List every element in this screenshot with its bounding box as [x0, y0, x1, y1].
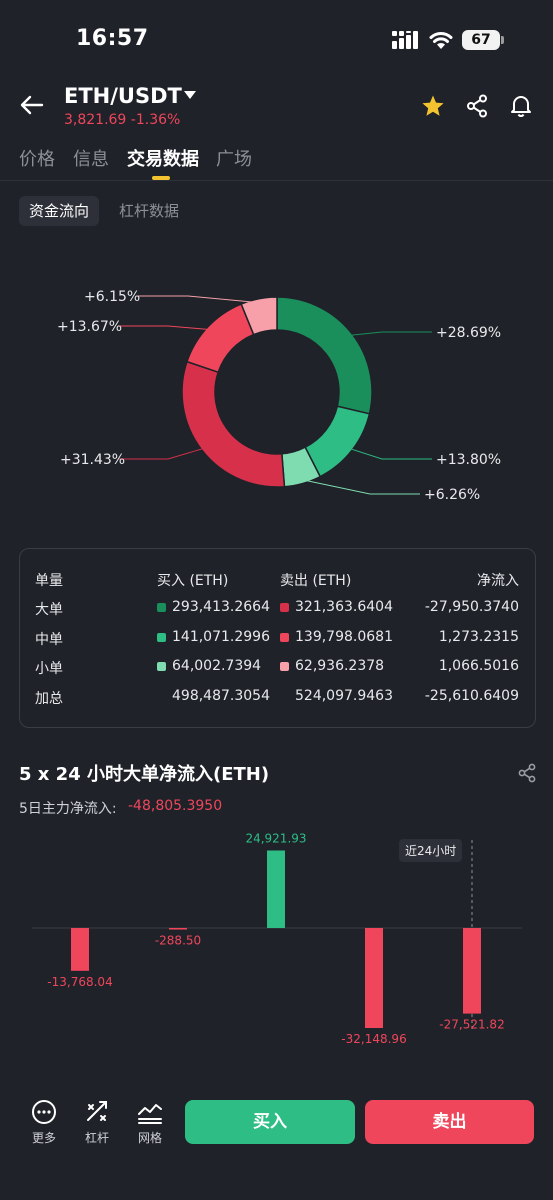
buy-color-dot — [157, 633, 166, 642]
fund-flow-donut-chart — [118, 295, 432, 495]
notification-bell-icon[interactable] — [509, 93, 533, 117]
bar-2 — [267, 850, 285, 928]
grid-trading-label[interactable]: 网格 — [137, 1131, 162, 1145]
buy-color-dot — [157, 662, 166, 671]
donut-label-small-sell: +6.15% — [84, 289, 141, 305]
signal-icon — [392, 31, 418, 49]
five-day-net-inflow-value: -48,805.3950 — [128, 798, 223, 814]
donut-segment-medium-sell — [186, 303, 255, 374]
buy-color-dot — [157, 603, 166, 612]
wifi-icon — [429, 32, 453, 49]
donut-segment-small-sell — [240, 296, 278, 336]
section-title: 5 x 24 小时大单净流入(ETH) — [19, 764, 270, 785]
table-row-small-sell: 62,936.2378 — [295, 658, 385, 674]
donut-leader-medium-buy — [348, 447, 432, 460]
sell-color-dot — [280, 603, 289, 612]
table-row-total-size: 加总 — [35, 691, 63, 707]
col-header-buy: 买入 (ETH) — [157, 573, 229, 589]
active-tab-indicator — [152, 176, 170, 180]
leverage-label[interactable]: 杠杆 — [84, 1131, 109, 1145]
col-header-size: 单量 — [35, 573, 63, 589]
bar-value-label-2: 24,921.93 — [245, 831, 306, 845]
price-change-percent: -1.36% — [130, 112, 181, 128]
tab-square[interactable]: 广场 — [216, 149, 252, 170]
pair-dropdown-caret-icon[interactable] — [184, 91, 196, 99]
table-row-large-net: -27,950.3740 — [424, 599, 519, 615]
bar-4 — [463, 928, 481, 1014]
table-row-medium-sell: 139,798.0681 — [295, 629, 393, 645]
table-row-medium-net: 1,273.2315 — [438, 629, 519, 645]
last-price: 3,821.69 — [64, 112, 127, 128]
donut-leader-small-buy — [301, 479, 420, 495]
tab-price[interactable]: 价格 — [19, 149, 55, 170]
grid-trading-icon[interactable] — [136, 1098, 164, 1126]
fund-flow-table — [19, 548, 536, 728]
sell-button[interactable]: 卖出 — [365, 1100, 534, 1144]
table-row-medium-size: 中单 — [35, 632, 63, 648]
buy-button[interactable]: 买入 — [185, 1100, 355, 1144]
bar-1 — [169, 928, 187, 930]
table-row-large-sell: 321,363.6404 — [295, 599, 393, 615]
bar-0 — [71, 928, 89, 971]
share-icon[interactable] — [517, 763, 537, 783]
donut-label-large-buy: +28.69% — [436, 325, 502, 341]
subtab-fund-flow[interactable]: 资金流向 — [19, 196, 99, 226]
table-row-small-buy: 64,002.7394 — [172, 658, 262, 674]
status-time: 16:57 — [76, 26, 149, 51]
bar-3 — [365, 928, 383, 1028]
header-divider — [0, 180, 553, 181]
net-inflow-bar-chart: -13,768.04 -288.50 24,921.93 -32,148.96 -27,… — [32, 831, 522, 1046]
col-header-net: 净流入 — [477, 573, 519, 589]
trading-pair-title[interactable]: ETH/USDT — [64, 84, 182, 108]
back-arrow-icon[interactable] — [20, 94, 44, 116]
table-row-large-size: 大单 — [35, 602, 63, 618]
last-24h-marker-label: 近24小时 — [399, 839, 463, 862]
table-row-large-buy: 293,413.2664 — [172, 599, 270, 615]
table-row-small-net: 1,066.5016 — [438, 658, 519, 674]
donut-leader-large-buy — [348, 331, 432, 337]
donut-leader-large-sell — [118, 447, 206, 460]
sell-color-dot — [280, 662, 289, 671]
donut-label-medium-buy: +13.80% — [436, 452, 502, 468]
battery-indicator: 67 — [462, 30, 500, 50]
share-icon[interactable] — [466, 94, 488, 118]
tab-trading-data[interactable]: 交易数据 — [127, 149, 199, 170]
subtab-leverage-data[interactable]: 杠杆数据 — [119, 202, 180, 220]
donut-segment-large-sell — [181, 360, 286, 488]
table-row-total-net: -25,610.6409 — [424, 688, 519, 704]
more-icon[interactable] — [30, 1098, 58, 1126]
bar-value-label-4: -27,521.82 — [439, 1018, 504, 1032]
price-change: 3,821.69 -1.36% — [64, 112, 180, 128]
battery-nub — [501, 36, 504, 44]
sell-color-dot — [280, 633, 289, 642]
col-header-sell: 卖出 (ETH) — [280, 573, 352, 589]
table-row-total-sell: 524,097.9463 — [295, 688, 393, 704]
more-label[interactable]: 更多 — [31, 1131, 56, 1145]
favorite-star-icon[interactable] — [421, 94, 445, 118]
bar-value-label-1: -288.50 — [155, 934, 201, 948]
table-row-total-buy: 498,487.3054 — [172, 688, 270, 704]
donut-label-large-sell: +31.43% — [60, 452, 126, 468]
donut-label-small-buy: +6.26% — [424, 487, 481, 503]
donut-leader-medium-sell — [118, 325, 211, 331]
five-day-net-inflow-label: 5日主力净流入: — [19, 801, 117, 817]
bar-value-label-0: -13,768.04 — [47, 975, 112, 989]
table-row-medium-buy: 141,071.2996 — [172, 629, 270, 645]
donut-leader-small-sell — [138, 295, 260, 304]
donut-segment-large-buy — [276, 296, 373, 415]
table-row-small-size: 小单 — [35, 661, 63, 677]
leverage-icon[interactable] — [83, 1098, 111, 1126]
donut-label-medium-sell: +13.67% — [57, 319, 123, 335]
tab-info[interactable]: 信息 — [73, 149, 109, 170]
bar-value-label-3: -32,148.96 — [341, 1032, 406, 1046]
